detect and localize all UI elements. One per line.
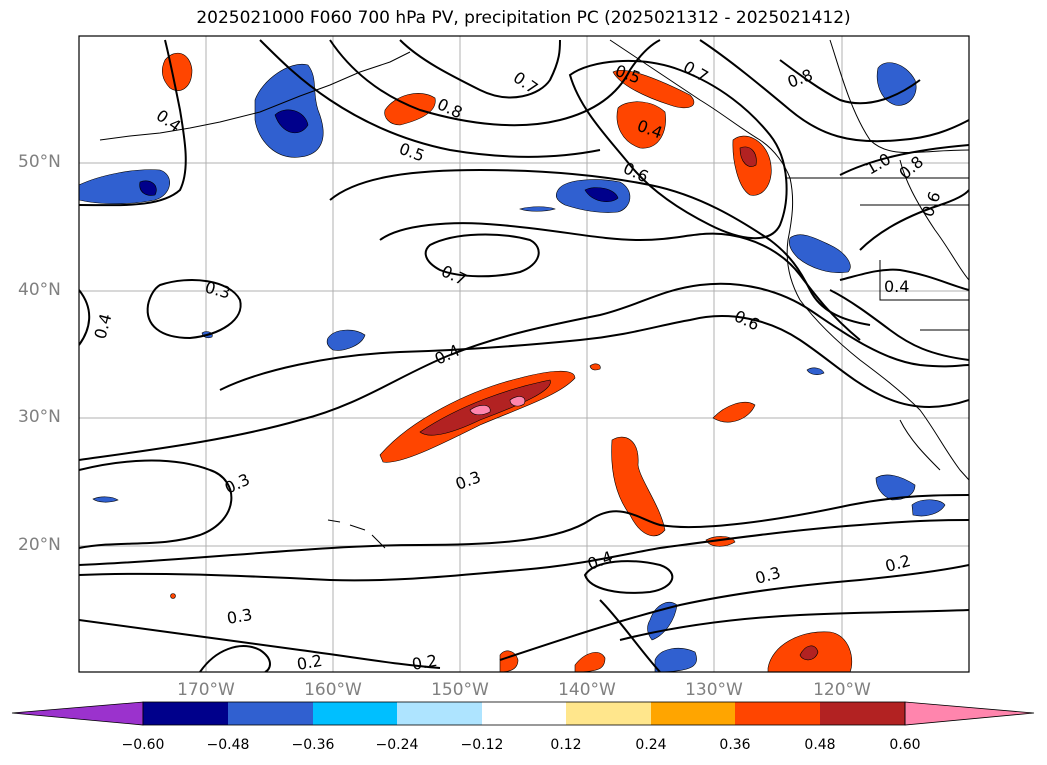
precipitation-positive (161, 52, 853, 672)
contour-label: 0.3 (453, 467, 483, 494)
colorbar-bin (143, 702, 228, 725)
lon-label: 120°W (813, 680, 871, 700)
lat-label: 30°N (18, 407, 61, 427)
colorbar-bin (566, 702, 651, 725)
colorbar-bin (482, 702, 566, 725)
colorbar-bin (228, 702, 313, 725)
contour-label: 0.2 (883, 551, 913, 576)
colorbar-tick-label: −0.48 (206, 737, 250, 753)
colorbar-bin (820, 702, 905, 725)
lat-label: 20°N (18, 535, 61, 555)
contour-label: 0.4 (432, 341, 463, 369)
colorbar-tick-label: −0.12 (460, 737, 504, 753)
colorbar-tick-label: −0.24 (375, 737, 419, 753)
colorbar-bin (651, 702, 735, 725)
contour-label: 0.4 (585, 547, 615, 574)
coastlines (99, 39, 969, 549)
lon-label: 170°W (177, 680, 235, 700)
colorbar-tick-label: −0.60 (121, 737, 165, 753)
colorbar-tick-label: −0.36 (291, 737, 335, 753)
colorbar-tick-label: 0.48 (804, 737, 836, 753)
contour-label: 0.6 (731, 306, 762, 334)
contour-label: 0.2 (295, 651, 323, 674)
colorbar-tick-label: 0.36 (719, 737, 751, 753)
map-frame (78, 35, 970, 673)
contour-label: 0.3 (203, 278, 233, 303)
colorbar-tick-label: 0.12 (550, 737, 582, 753)
map-title: 2025021000 F060 700 hPa PV, precipitatio… (196, 8, 851, 28)
colorbar-bin (735, 702, 820, 725)
lon-label: 150°W (431, 680, 489, 700)
contour-label: 0.6 (918, 189, 945, 219)
contour-label: 0.3 (753, 563, 783, 588)
lat-label: 40°N (18, 280, 61, 300)
contour-label: 0.7 (438, 261, 469, 289)
lat-label: 50°N (18, 152, 61, 172)
contour-label: 0.4 (884, 277, 909, 296)
lon-label: 130°W (685, 680, 743, 700)
contour-label: 0.2 (410, 651, 438, 674)
colorbar-tick-label: 0.60 (889, 737, 921, 753)
lon-label: 140°W (558, 680, 616, 700)
contour-label: 0.3 (222, 470, 253, 498)
contour-label: 0.4 (91, 312, 116, 342)
colorbar-tick-label: 0.24 (635, 737, 667, 753)
contour-label: 1.0 (863, 149, 895, 178)
precipitation-negative (79, 62, 946, 672)
gridlines (79, 36, 969, 672)
map-plot: 0.4 0.5 0.8 0.7 0.5 0.4 0.6 0.7 0.8 1.0 … (78, 35, 970, 674)
contour-label: 0.8 (434, 94, 465, 122)
contour-labels: 0.4 0.5 0.8 0.7 0.5 0.4 0.6 0.7 0.8 1.0 … (91, 57, 945, 674)
contour-label: 0.3 (225, 605, 253, 628)
contour-label: 0.8 (785, 65, 815, 92)
colorbar-extend-high (904, 701, 1035, 726)
colorbar-extend-low (11, 701, 144, 726)
colorbar-bin (313, 702, 397, 725)
colorbar-bin (397, 702, 482, 725)
contour-label: 0.7 (510, 68, 542, 98)
colorbar (11, 701, 1035, 726)
lon-label: 160°W (304, 680, 362, 700)
pv-contours (79, 39, 969, 672)
